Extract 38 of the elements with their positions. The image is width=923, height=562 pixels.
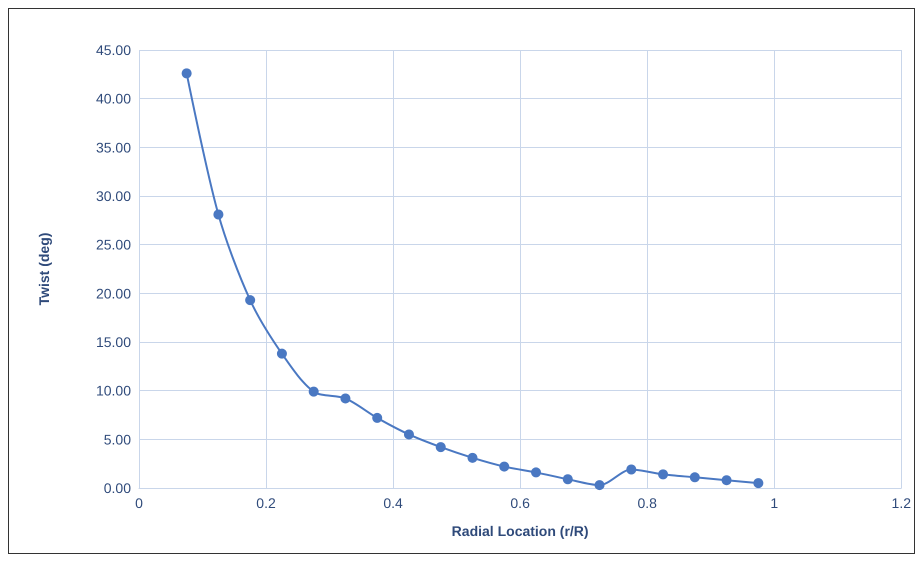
point	[404, 429, 414, 440]
point	[626, 464, 636, 475]
x-tick-label: 1	[770, 495, 778, 511]
point	[308, 386, 319, 397]
x-tick-label: 0.4	[383, 495, 404, 511]
point	[499, 462, 510, 472]
x-tick-label: 0.6	[510, 495, 530, 511]
point	[753, 478, 764, 488]
y-tick-label: 35.00	[96, 139, 132, 156]
point	[562, 474, 573, 484]
point	[658, 469, 668, 480]
y-tick-label: 5.00	[104, 431, 132, 448]
point	[690, 472, 700, 482]
y-axis-title: Twist (deg)	[36, 232, 52, 306]
x-tick-label: 0.8	[637, 495, 658, 511]
point	[594, 480, 605, 490]
y-tick-label: 30.00	[96, 188, 132, 204]
point	[436, 442, 446, 452]
y-tick-label: 40.00	[96, 90, 132, 107]
x-axis-title: Radial Location (r/R)	[452, 523, 589, 539]
y-tick-label: 10.00	[96, 382, 132, 399]
point	[531, 467, 542, 478]
point	[722, 475, 732, 486]
y-tick-label: 20.00	[96, 285, 132, 302]
point	[276, 348, 287, 359]
point	[245, 295, 256, 306]
y-tick-label: 15.00	[96, 334, 132, 350]
point	[182, 68, 192, 78]
point	[213, 209, 224, 220]
y-tick-label: 0.00	[104, 480, 132, 496]
x-tick-label: 0.2	[256, 495, 276, 511]
point	[468, 452, 478, 463]
y-tick-label: 45.00	[96, 42, 132, 58]
x-tick-label: 0	[135, 495, 144, 511]
x-tick-label: 1.2	[892, 495, 912, 511]
y-tick-label: 25.00	[96, 236, 132, 253]
point	[340, 393, 350, 404]
point	[372, 412, 382, 423]
